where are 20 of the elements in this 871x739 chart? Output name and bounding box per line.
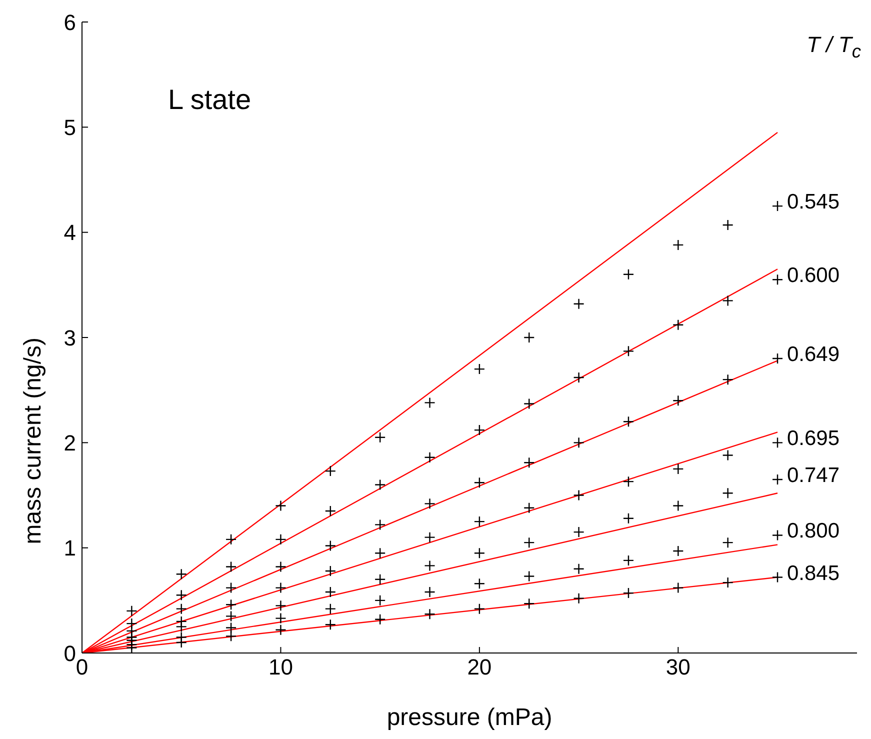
- y-tick-label: 1: [64, 536, 76, 561]
- series-label: 0.845: [787, 562, 840, 585]
- x-tick-label: 10: [268, 654, 293, 680]
- y-tick-label: 4: [64, 220, 76, 246]
- y-tick-label: 3: [64, 325, 76, 350]
- series-label: 0.747: [787, 464, 840, 487]
- annotation: L state: [168, 84, 252, 116]
- legend-title: T / T$_{c}$: [806, 32, 861, 62]
- x-tick-label: 20: [467, 654, 492, 680]
- x-tick-label: 30: [666, 654, 690, 680]
- x-axis-title: pressure (mPa): [386, 704, 552, 731]
- series-label: 0.600: [787, 264, 840, 288]
- y-tick-label: 2: [64, 430, 76, 456]
- series-label: 0.800: [787, 520, 840, 543]
- series-label: 0.649: [787, 343, 840, 366]
- y-tick-label: 6: [64, 10, 76, 35]
- series-label: 0.545: [787, 190, 840, 214]
- y-axis-title: mass current (ng/s): [20, 338, 47, 544]
- y-tick-label: 5: [64, 114, 76, 140]
- series-label: 0.695: [787, 427, 840, 450]
